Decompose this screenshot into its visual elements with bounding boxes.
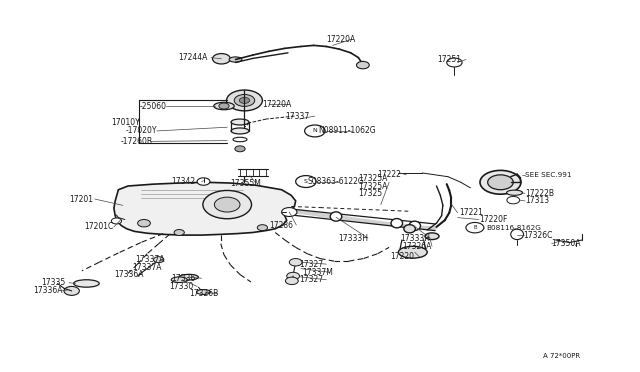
Ellipse shape [511,229,524,240]
Ellipse shape [409,221,420,231]
Text: 17355M: 17355M [230,179,261,187]
Circle shape [287,272,300,280]
Text: 17325A: 17325A [358,182,388,190]
Text: 17220F: 17220F [479,215,507,224]
Text: B08116-8162G: B08116-8162G [486,225,541,231]
Circle shape [257,225,268,231]
Circle shape [235,146,245,152]
Text: 17335: 17335 [42,278,66,287]
Text: 17313: 17313 [525,196,549,205]
Text: 17337M: 17337M [302,268,333,277]
Text: 17326C: 17326C [524,231,553,240]
Circle shape [214,197,240,212]
Text: 17244A: 17244A [178,53,207,62]
Ellipse shape [391,219,403,228]
Text: N08911-1062G: N08911-1062G [319,126,376,135]
Text: 17333H: 17333H [338,234,368,243]
Circle shape [285,277,298,285]
Text: -17020Y: -17020Y [126,126,157,135]
Ellipse shape [196,289,211,295]
Text: S: S [304,179,308,184]
Ellipse shape [404,225,415,233]
Ellipse shape [179,275,198,280]
Circle shape [138,219,150,227]
Text: 17327: 17327 [300,275,324,284]
Circle shape [197,178,210,185]
Circle shape [480,170,521,194]
Circle shape [282,208,297,217]
Ellipse shape [231,119,249,125]
Text: 17222: 17222 [378,170,401,179]
Text: B: B [473,225,477,230]
Text: 17220A: 17220A [326,35,356,44]
Text: 17325A: 17325A [358,174,388,183]
Text: S08363-6122G: S08363-6122G [307,177,364,186]
Text: 17201: 17201 [69,195,93,203]
Ellipse shape [229,57,242,62]
Text: N: N [312,128,317,134]
Circle shape [227,90,262,111]
Text: 17010Y: 17010Y [111,118,140,127]
Text: 17333H: 17333H [400,234,430,243]
Text: -17260B: -17260B [120,137,152,146]
Text: -25060: -25060 [140,102,166,110]
Circle shape [239,97,250,103]
Ellipse shape [330,212,342,221]
Text: 17327: 17327 [300,260,324,269]
Circle shape [289,259,302,266]
Ellipse shape [172,277,188,283]
Circle shape [296,176,316,187]
Circle shape [356,61,369,69]
Circle shape [174,230,184,235]
Circle shape [234,94,255,106]
Text: 17330: 17330 [170,282,194,291]
Text: 17336: 17336 [172,274,196,283]
Text: A 72*00PR: A 72*00PR [543,353,580,359]
Circle shape [466,222,484,233]
Text: 17221: 17221 [460,208,483,217]
Text: 17220A: 17220A [262,100,292,109]
Text: 17286: 17286 [269,221,293,230]
Text: 17336A: 17336A [114,270,143,279]
Ellipse shape [214,102,234,110]
Circle shape [111,218,122,224]
Text: 17201C: 17201C [84,222,114,231]
Circle shape [219,103,229,109]
Text: 17325: 17325 [358,189,383,198]
Polygon shape [114,182,296,235]
Text: 17251: 17251 [437,55,461,64]
Circle shape [64,286,79,295]
Text: 17326B: 17326B [189,289,218,298]
Ellipse shape [398,246,428,258]
Circle shape [447,58,462,67]
Circle shape [305,125,325,137]
Ellipse shape [233,137,247,142]
Text: 17222B: 17222B [525,189,554,198]
Text: 17337A: 17337A [136,255,165,264]
Circle shape [154,257,164,263]
Ellipse shape [74,280,99,287]
Circle shape [203,190,252,219]
Text: 17220: 17220 [390,252,415,261]
Text: SEE SEC.991: SEE SEC.991 [525,172,572,178]
Text: 17350A: 17350A [552,239,581,248]
Text: 17326A: 17326A [402,242,431,251]
Ellipse shape [231,128,249,134]
Circle shape [507,196,520,204]
Ellipse shape [425,233,439,240]
Ellipse shape [507,190,523,195]
Text: 17337: 17337 [285,112,309,121]
Circle shape [212,54,230,64]
Text: 17342: 17342 [172,177,196,186]
Circle shape [488,175,513,190]
Text: 17336A: 17336A [33,286,63,295]
Text: 17337A: 17337A [132,263,162,272]
